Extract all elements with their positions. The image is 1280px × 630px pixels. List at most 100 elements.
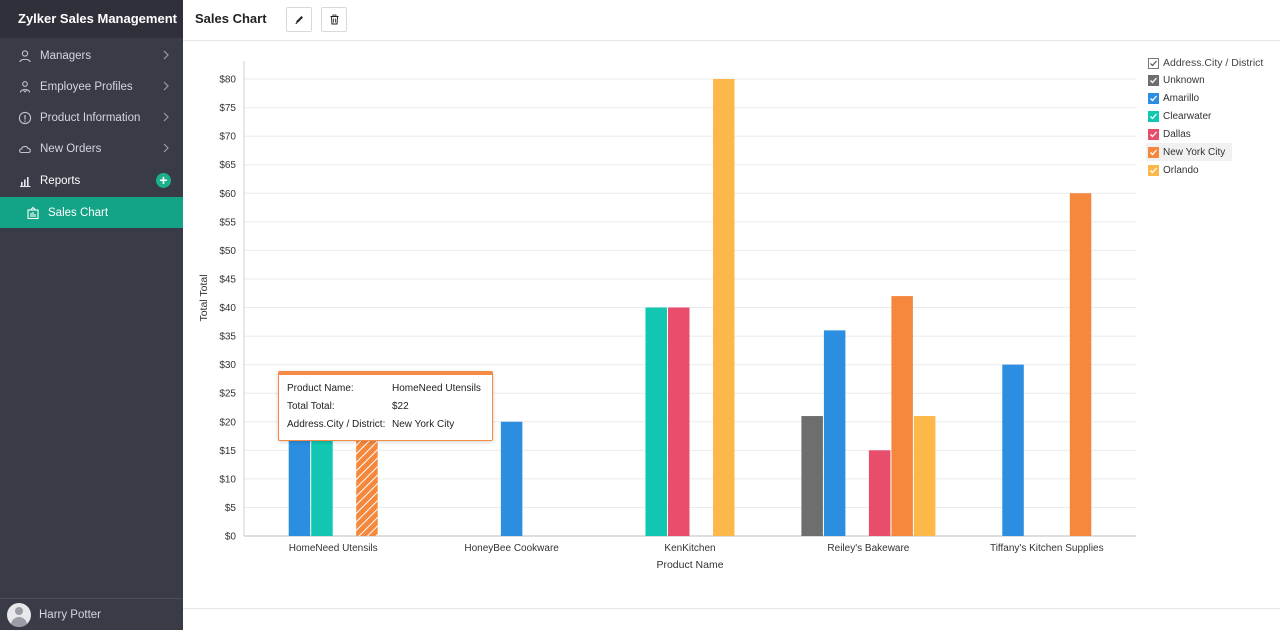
user-profile[interactable]: Harry Potter	[0, 598, 183, 630]
sidebar-item-new-orders[interactable]: New Orders	[0, 133, 183, 164]
pencil-icon	[294, 14, 305, 25]
legend-label: Orlando	[1163, 164, 1199, 176]
y-tick-label: $80	[219, 75, 236, 86]
page-header: Sales Chart	[183, 0, 1280, 41]
legend-toggle-all[interactable]: Address.City / District	[1146, 55, 1276, 71]
tooltip-key: Address.City / District:	[287, 419, 386, 430]
y-tick-label: $70	[219, 132, 236, 143]
y-tick-label: $20	[219, 417, 236, 428]
checkbox-icon	[1148, 74, 1159, 86]
sidebar-item-sales-chart[interactable]: Sales Chart	[0, 197, 183, 228]
trash-icon	[329, 14, 340, 25]
cloud-icon	[18, 142, 32, 156]
bar-clearwater[interactable]	[645, 307, 668, 537]
chart-legend: Address.City / District Unknown Amarillo C…	[1146, 55, 1276, 179]
tooltip-key: Product Name:	[287, 383, 354, 394]
legend-item[interactable]: Amarillo	[1146, 89, 1232, 107]
bar-dallas[interactable]	[668, 307, 690, 537]
y-tick-label: $50	[219, 246, 236, 257]
bar-new-york-city[interactable]	[356, 410, 378, 536]
bar-orlando[interactable]	[913, 416, 936, 536]
sidebar-item-employee-profiles[interactable]: Employee Profiles	[0, 71, 183, 102]
bar-unknown[interactable]	[801, 416, 823, 536]
legend-label: Amarillo	[1163, 92, 1200, 104]
sidebar: Zylker Sales Management Managers Employe…	[0, 0, 183, 630]
legend-label: Dallas	[1163, 128, 1191, 140]
y-tick-label: $35	[219, 332, 236, 343]
page-title: Sales Chart	[195, 11, 267, 26]
y-axis-title: Total Total	[198, 274, 210, 321]
checkbox-icon	[1148, 92, 1159, 104]
x-tick-label: KenKitchen	[664, 543, 715, 554]
tooltip-key: Total Total:	[287, 401, 335, 412]
y-tick-label: $30	[219, 360, 236, 371]
y-tick-label: $40	[219, 303, 236, 314]
legend-item[interactable]: Orlando	[1146, 161, 1232, 179]
edit-button[interactable]	[286, 7, 312, 32]
checkbox-icon	[1148, 164, 1159, 176]
x-tick-label: Reiley's Bakeware	[827, 543, 909, 554]
chart-tooltip: Product Name: HomeNeed Utensils Total To…	[278, 371, 493, 441]
sidebar-item-label: Product Information	[40, 111, 141, 124]
sidebar-item-reports[interactable]: Reports +	[0, 165, 183, 196]
x-axis-title: Product Name	[656, 559, 723, 571]
bar-chart: $0 $5 $10 $15 $20 $25 $30 $35 $40 $45 $50 $55 $60 $65…	[198, 61, 1136, 571]
sidebar-item-label: Employee Profiles	[40, 80, 133, 93]
tooltip-value: HomeNeed Utensils	[392, 383, 481, 394]
bar-new-york-city[interactable]	[1069, 193, 1092, 536]
checkbox-icon	[1148, 57, 1159, 69]
footer-divider	[183, 608, 1280, 609]
x-tick-label: HoneyBee Cookware	[464, 543, 559, 554]
bar-clearwater[interactable]	[311, 410, 333, 536]
y-tick-label: $25	[219, 389, 236, 400]
legend-item[interactable]: Unknown	[1146, 71, 1232, 89]
x-tick-label: HomeNeed Utensils	[289, 543, 378, 554]
bar-amarillo[interactable]	[823, 330, 846, 536]
bar-amarillo[interactable]	[1002, 364, 1024, 536]
y-tick-label: $10	[219, 474, 236, 485]
y-tick-label: $0	[225, 532, 237, 543]
people-icon	[18, 80, 32, 94]
person-icon	[18, 49, 32, 63]
y-tick-label: $65	[219, 160, 236, 171]
y-tick-label: $45	[219, 274, 236, 285]
bar-amarillo[interactable]	[500, 421, 523, 536]
legend-label: Clearwater	[1163, 110, 1212, 122]
legend-label: Unknown	[1163, 74, 1205, 86]
chevron-right-icon	[160, 142, 172, 154]
checkbox-icon	[1148, 128, 1159, 140]
y-tick-label: $15	[219, 446, 236, 457]
report-icon	[26, 206, 40, 220]
legend-item[interactable]: Clearwater	[1146, 107, 1232, 125]
sidebar-item-label: Reports	[40, 174, 81, 187]
info-icon	[18, 111, 32, 125]
sidebar-item-label: Managers	[40, 49, 92, 62]
bar-amarillo[interactable]	[288, 410, 311, 536]
y-tick-label: $75	[219, 103, 236, 114]
sidebar-item-label: Sales Chart	[48, 206, 109, 219]
chevron-right-icon	[160, 80, 172, 92]
tooltip-value: New York City	[392, 419, 455, 430]
sidebar-item-label: New Orders	[40, 142, 102, 155]
chevron-right-icon	[160, 111, 172, 123]
checkbox-icon	[1148, 146, 1159, 158]
avatar	[7, 602, 31, 627]
sidebar-item-managers[interactable]: Managers	[0, 40, 183, 71]
legend-item[interactable]: New York City	[1146, 143, 1232, 161]
user-name: Harry Potter	[39, 608, 101, 621]
chevron-right-icon	[160, 49, 172, 61]
y-tick-label: $5	[225, 503, 237, 514]
sidebar-item-product-information[interactable]: Product Information	[0, 102, 183, 133]
legend-item[interactable]: Dallas	[1146, 125, 1232, 143]
delete-button[interactable]	[321, 7, 347, 32]
bar-dallas[interactable]	[868, 450, 891, 536]
legend-label: New York City	[1163, 146, 1226, 158]
bar-orlando[interactable]	[713, 79, 735, 536]
y-tick-label: $55	[219, 217, 236, 228]
bar-chart-icon	[18, 174, 32, 188]
bar-new-york-city[interactable]	[891, 296, 913, 536]
y-tick-label: $60	[219, 189, 236, 200]
add-report-button[interactable]: +	[156, 173, 171, 188]
app-title: Zylker Sales Management	[0, 0, 183, 38]
tooltip-value: $22	[392, 401, 409, 412]
